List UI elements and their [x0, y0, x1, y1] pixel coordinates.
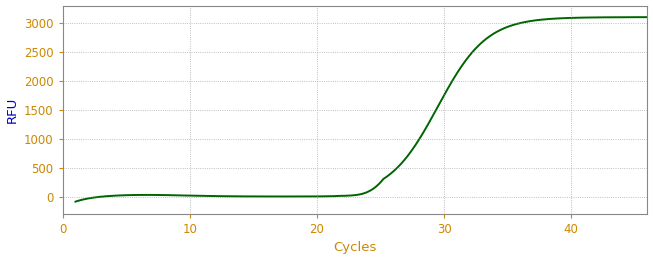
X-axis label: Cycles: Cycles: [334, 242, 377, 255]
Y-axis label: RFU: RFU: [6, 96, 18, 123]
